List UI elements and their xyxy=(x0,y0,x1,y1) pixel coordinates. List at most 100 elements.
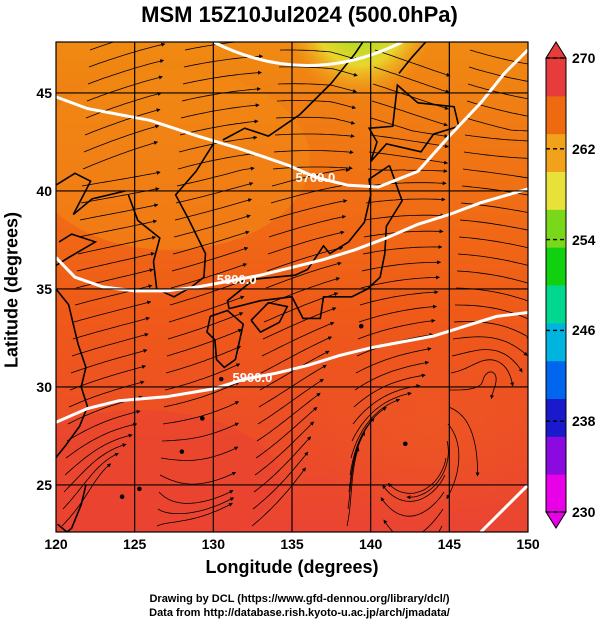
streamline xyxy=(167,312,244,340)
streamline xyxy=(255,406,318,459)
streamline xyxy=(161,422,240,442)
contour-label: 5800.0 xyxy=(217,272,257,287)
streamline xyxy=(374,49,451,77)
colorbar-segment xyxy=(546,474,566,513)
streamline xyxy=(387,457,447,494)
streamline xyxy=(266,246,344,272)
colorbar-tick-label: 238 xyxy=(572,413,596,430)
streamline xyxy=(265,261,342,289)
streamline xyxy=(469,49,528,65)
colorbar-tick-label: 230 xyxy=(572,504,596,520)
streamline xyxy=(355,347,432,374)
streamline xyxy=(275,116,356,125)
streamline xyxy=(367,168,448,174)
streamline xyxy=(371,100,448,127)
streamline xyxy=(456,270,528,284)
streamline xyxy=(349,406,387,476)
streamline xyxy=(280,49,359,61)
streamline xyxy=(165,345,242,374)
island xyxy=(119,494,125,500)
streamline xyxy=(369,134,449,149)
streamline xyxy=(359,290,439,306)
colorbar-tick-label: 246 xyxy=(572,322,596,339)
streamline xyxy=(261,321,335,357)
colorbar-segment xyxy=(546,58,566,97)
coastline xyxy=(222,42,364,141)
streamline xyxy=(270,183,349,204)
streamline xyxy=(269,199,348,221)
streamline xyxy=(364,213,445,221)
streamline xyxy=(362,245,443,255)
streamline xyxy=(172,230,250,255)
y-tick-label: 40 xyxy=(36,182,52,199)
streamline xyxy=(262,307,337,340)
streamline xyxy=(75,268,154,289)
streamline xyxy=(85,92,162,119)
streamline xyxy=(61,463,112,527)
streamline xyxy=(88,42,166,68)
streamline xyxy=(464,134,528,142)
credit-drawing: Drawing by DCL (https://www.gfd-dennou.o… xyxy=(149,593,450,605)
streamline xyxy=(352,384,421,425)
streamline xyxy=(358,304,438,323)
streamline xyxy=(455,304,528,320)
streamline xyxy=(383,508,444,532)
coastline xyxy=(226,164,403,320)
colorbar-segment xyxy=(546,95,566,135)
streamline xyxy=(251,467,306,527)
streamline xyxy=(83,124,160,153)
streamline xyxy=(175,182,254,204)
streamline xyxy=(365,197,446,204)
contour-line xyxy=(479,483,528,532)
streamline xyxy=(273,150,354,155)
x-tick-label: 120 xyxy=(44,536,68,552)
x-axis-label: Longitude (degrees) xyxy=(205,557,379,577)
streamline xyxy=(254,421,315,476)
island xyxy=(200,416,205,421)
streamline xyxy=(177,151,257,170)
contour-line xyxy=(56,48,528,189)
contour-line xyxy=(212,42,403,67)
streamline xyxy=(160,446,239,461)
streamline xyxy=(268,214,347,238)
colorbar-segment xyxy=(546,133,566,172)
streamline xyxy=(76,252,155,272)
streamline xyxy=(256,392,321,442)
streamline xyxy=(373,66,450,94)
streamline xyxy=(77,235,157,255)
streamline xyxy=(348,417,375,493)
streamline xyxy=(458,236,528,249)
colorbar-segment xyxy=(546,209,566,248)
streamline xyxy=(159,471,237,485)
streamline xyxy=(347,431,365,510)
streamline xyxy=(452,336,528,356)
colorbar-segment xyxy=(546,171,566,210)
streamline xyxy=(272,166,353,171)
coastline xyxy=(206,309,245,369)
y-tick-label: 25 xyxy=(36,476,52,493)
streamline xyxy=(264,277,341,306)
chart-title: MSM 15Z10Jul2024 (500.0hPa) xyxy=(141,2,458,27)
streamline xyxy=(169,279,246,306)
streamline xyxy=(380,491,445,517)
streamline xyxy=(448,406,480,477)
streamline xyxy=(180,103,260,119)
streamline xyxy=(176,166,255,187)
streamline xyxy=(368,151,449,165)
y-axis-label: Latitude (degrees) xyxy=(1,211,22,369)
streamline xyxy=(353,373,426,408)
streamline xyxy=(467,83,528,100)
x-tick-label: 125 xyxy=(122,536,147,552)
coastline xyxy=(250,301,289,334)
streamline xyxy=(453,321,528,339)
colorbar-bottom-arrow xyxy=(545,511,567,529)
coastline xyxy=(57,484,87,532)
streamline xyxy=(260,336,333,374)
streamline xyxy=(162,401,240,425)
credit-data: Data from http://database.rish.kyoto-u.a… xyxy=(149,607,450,619)
lat-lon-grid xyxy=(56,42,528,532)
streamline xyxy=(366,181,447,187)
streamline xyxy=(468,66,528,82)
